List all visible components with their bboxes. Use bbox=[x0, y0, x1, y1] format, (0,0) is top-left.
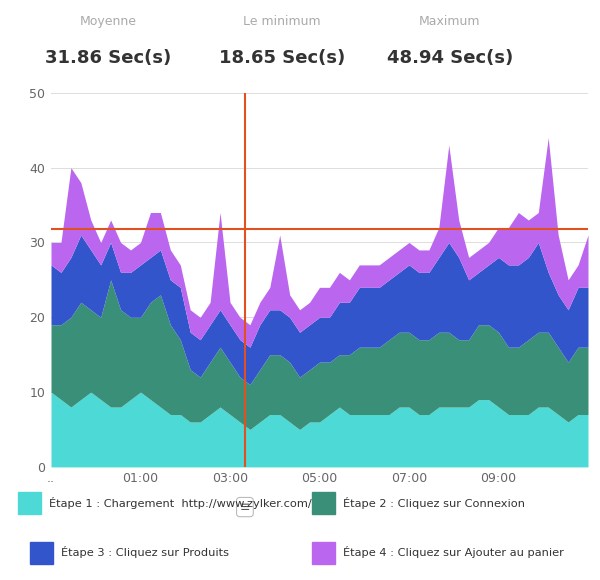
Text: Étape 3 : Cliquez sur Produits: Étape 3 : Cliquez sur Produits bbox=[61, 546, 229, 559]
FancyBboxPatch shape bbox=[312, 492, 335, 514]
Text: ≡: ≡ bbox=[239, 501, 250, 513]
Text: Le minimum: Le minimum bbox=[243, 15, 321, 28]
Text: Étape 1 : Chargement  http://www.zylker.com/: Étape 1 : Chargement http://www.zylker.c… bbox=[49, 496, 312, 509]
FancyBboxPatch shape bbox=[18, 492, 41, 514]
FancyBboxPatch shape bbox=[30, 542, 53, 564]
FancyBboxPatch shape bbox=[312, 542, 335, 564]
Text: Étape 2 : Cliquez sur Connexion: Étape 2 : Cliquez sur Connexion bbox=[343, 496, 525, 509]
Text: Maximum: Maximum bbox=[419, 15, 481, 28]
Text: 31.86 Sec(s): 31.86 Sec(s) bbox=[45, 49, 171, 67]
Text: 48.94 Sec(s): 48.94 Sec(s) bbox=[387, 49, 513, 67]
Text: 18.65 Sec(s): 18.65 Sec(s) bbox=[219, 49, 345, 67]
Text: Étape 4 : Cliquez sur Ajouter au panier: Étape 4 : Cliquez sur Ajouter au panier bbox=[343, 546, 564, 559]
Text: Moyenne: Moyenne bbox=[79, 15, 137, 28]
